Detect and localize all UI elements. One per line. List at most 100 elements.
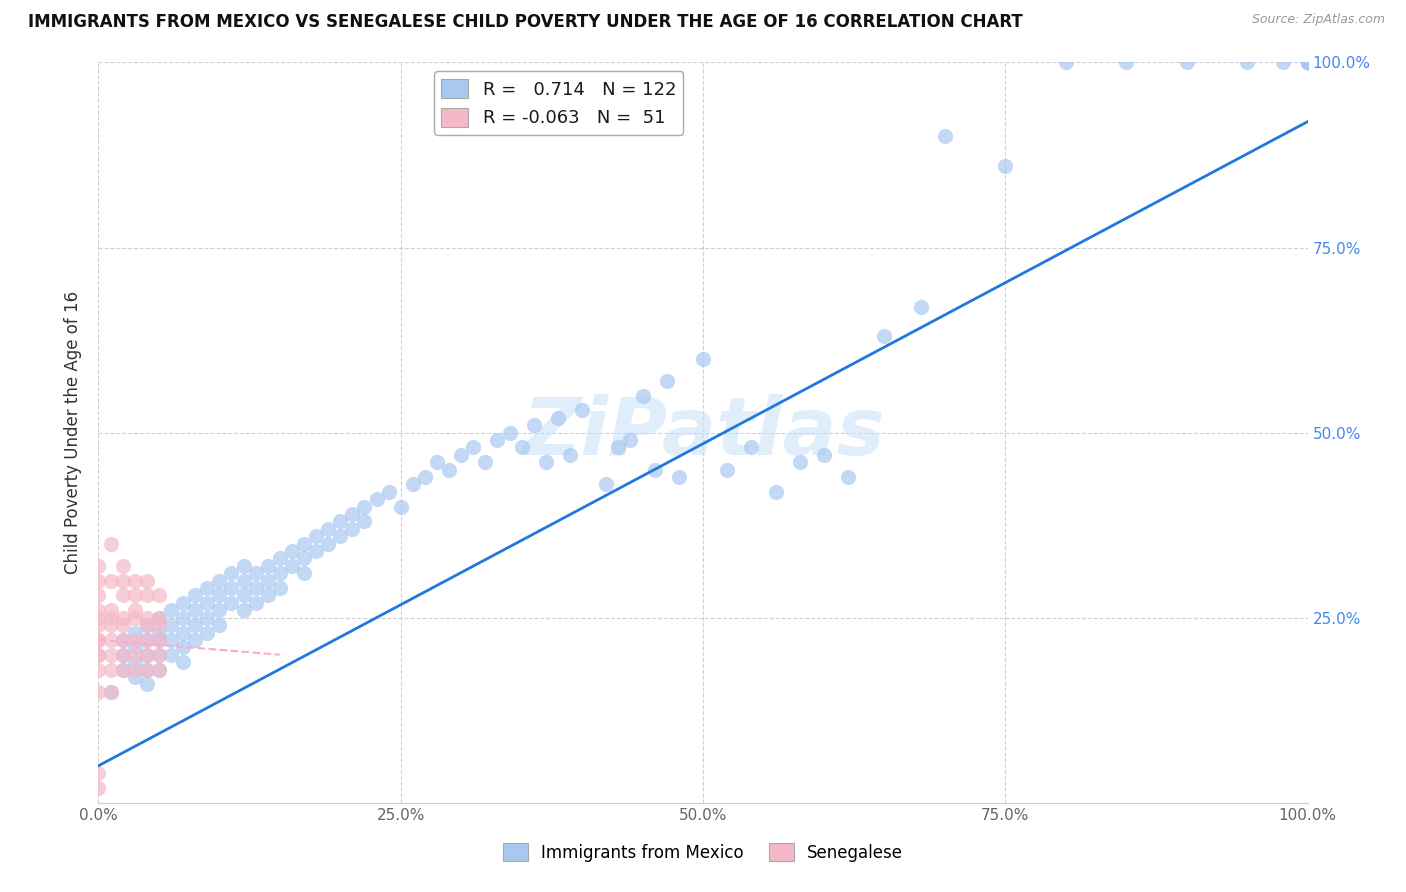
- Point: [789, 455, 811, 469]
- Point: [510, 441, 533, 455]
- Text: ZiPatlas: ZiPatlas: [522, 393, 884, 472]
- Point: [148, 663, 170, 677]
- Point: [100, 685, 122, 699]
- Point: [135, 589, 157, 603]
- Point: [135, 574, 157, 588]
- Y-axis label: Child Poverty Under the Age of 16: Child Poverty Under the Age of 16: [65, 291, 83, 574]
- Point: [1296, 55, 1319, 70]
- Point: [172, 655, 194, 669]
- Point: [100, 574, 122, 588]
- Point: [135, 610, 157, 624]
- Point: [269, 551, 291, 566]
- Point: [1175, 55, 1198, 70]
- Point: [1296, 55, 1319, 70]
- Point: [910, 300, 932, 314]
- Point: [292, 551, 315, 566]
- Point: [111, 618, 134, 632]
- Point: [100, 632, 122, 647]
- Point: [111, 558, 134, 573]
- Point: [1054, 55, 1077, 70]
- Point: [148, 610, 170, 624]
- Point: [342, 522, 364, 536]
- Point: [934, 129, 956, 144]
- Point: [87, 766, 110, 780]
- Point: [124, 625, 146, 640]
- Point: [184, 632, 207, 647]
- Point: [148, 625, 170, 640]
- Point: [111, 663, 134, 677]
- Point: [124, 632, 146, 647]
- Point: [100, 618, 122, 632]
- Point: [232, 558, 254, 573]
- Point: [195, 581, 218, 595]
- Point: [87, 632, 110, 647]
- Point: [160, 603, 183, 617]
- Point: [245, 596, 267, 610]
- Point: [124, 663, 146, 677]
- Point: [1296, 55, 1319, 70]
- Point: [232, 574, 254, 588]
- Point: [148, 663, 170, 677]
- Point: [160, 632, 183, 647]
- Point: [135, 632, 157, 647]
- Point: [813, 448, 835, 462]
- Point: [437, 462, 460, 476]
- Point: [184, 589, 207, 603]
- Point: [716, 462, 738, 476]
- Point: [111, 632, 134, 647]
- Point: [329, 529, 352, 543]
- Point: [148, 632, 170, 647]
- Point: [124, 603, 146, 617]
- Point: [281, 544, 304, 558]
- Legend: Immigrants from Mexico, Senegalese: Immigrants from Mexico, Senegalese: [496, 837, 910, 869]
- Point: [87, 685, 110, 699]
- Point: [135, 618, 157, 632]
- Point: [316, 522, 339, 536]
- Point: [245, 566, 267, 581]
- Point: [353, 515, 375, 529]
- Point: [631, 388, 654, 402]
- Point: [450, 448, 472, 462]
- Point: [195, 610, 218, 624]
- Point: [498, 425, 520, 440]
- Point: [148, 589, 170, 603]
- Point: [655, 374, 678, 388]
- Point: [111, 610, 134, 624]
- Point: [87, 618, 110, 632]
- Point: [402, 477, 425, 491]
- Point: [135, 648, 157, 662]
- Point: [87, 603, 110, 617]
- Point: [111, 589, 134, 603]
- Point: [668, 470, 690, 484]
- Point: [87, 589, 110, 603]
- Point: [1296, 55, 1319, 70]
- Point: [100, 685, 122, 699]
- Point: [1115, 55, 1137, 70]
- Point: [172, 625, 194, 640]
- Point: [135, 618, 157, 632]
- Point: [184, 603, 207, 617]
- Point: [269, 566, 291, 581]
- Point: [994, 159, 1017, 173]
- Point: [195, 596, 218, 610]
- Point: [1296, 55, 1319, 70]
- Point: [269, 581, 291, 595]
- Point: [644, 462, 666, 476]
- Point: [135, 648, 157, 662]
- Point: [124, 589, 146, 603]
- Point: [1296, 55, 1319, 70]
- Point: [534, 455, 557, 469]
- Point: [87, 663, 110, 677]
- Point: [172, 610, 194, 624]
- Point: [1296, 55, 1319, 70]
- Point: [208, 618, 231, 632]
- Point: [100, 536, 122, 550]
- Text: IMMIGRANTS FROM MEXICO VS SENEGALESE CHILD POVERTY UNDER THE AGE OF 16 CORRELATI: IMMIGRANTS FROM MEXICO VS SENEGALESE CHI…: [28, 13, 1024, 31]
- Point: [426, 455, 449, 469]
- Point: [208, 574, 231, 588]
- Point: [160, 618, 183, 632]
- Point: [316, 536, 339, 550]
- Point: [474, 455, 496, 469]
- Point: [1296, 55, 1319, 70]
- Point: [413, 470, 436, 484]
